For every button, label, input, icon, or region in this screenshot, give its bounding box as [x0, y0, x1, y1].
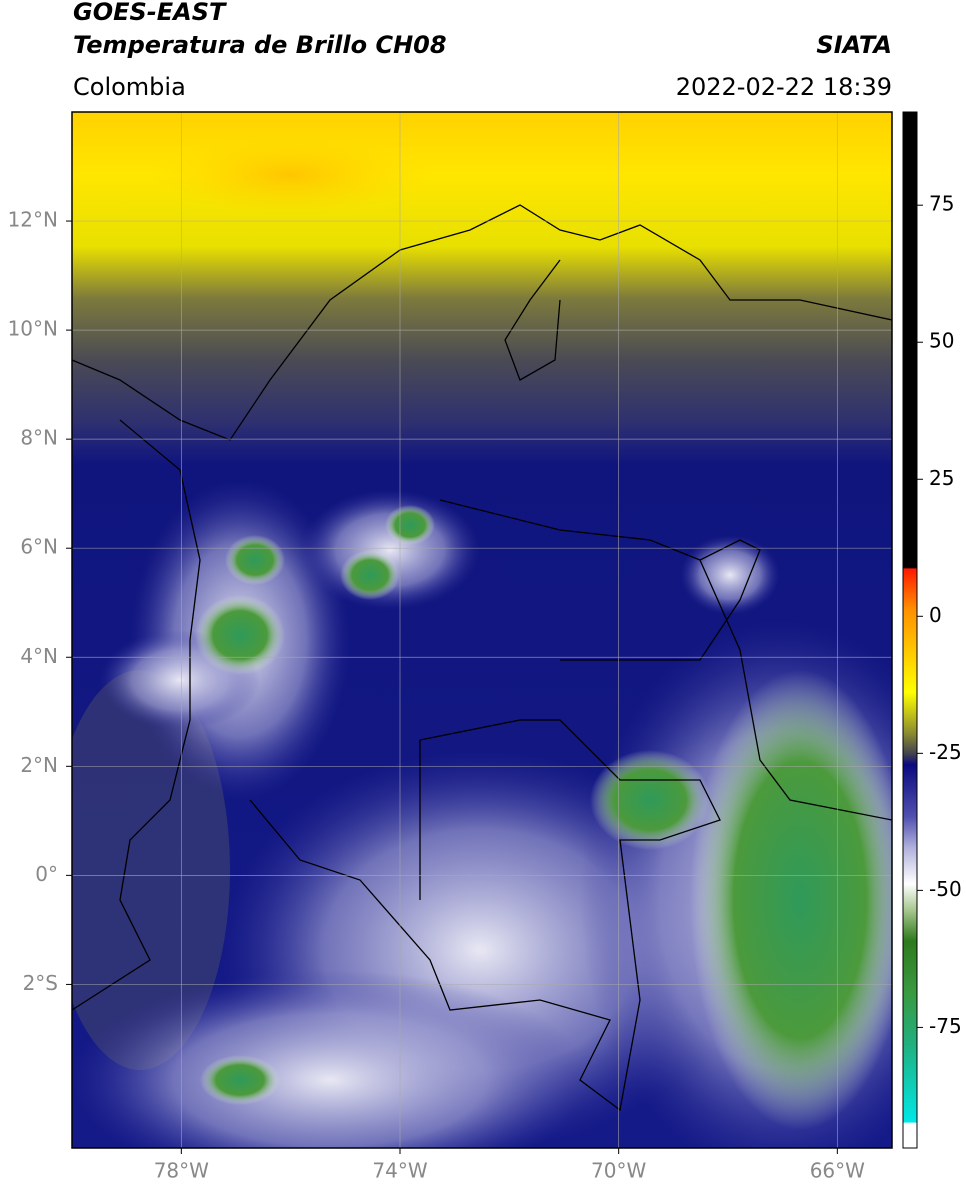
colorbar-label: 50: [929, 329, 954, 353]
x-tick-label: 70°W: [591, 1159, 646, 1183]
datetime: 2022-02-22 18:39: [676, 73, 892, 101]
y-tick-label: 10°N: [8, 317, 58, 341]
colorbar-label: -50: [929, 877, 962, 901]
y-tick-label: 4°N: [20, 644, 58, 668]
colorbar-label: -25: [929, 740, 962, 764]
colorbar-label: 0: [929, 603, 942, 627]
title: GOES-EAST: [73, 0, 227, 26]
y-tick-label: 8°N: [20, 426, 58, 450]
satellite-image: [72, 112, 892, 1148]
region: Colombia: [73, 73, 186, 101]
graticule: [72, 112, 892, 1148]
subtitle: Temperatura de Brillo CH08: [73, 31, 447, 59]
x-tick-label: 74°W: [372, 1159, 427, 1183]
colorbar: [902, 111, 918, 1149]
y-tick-label: 2°S: [23, 971, 58, 995]
y-tick-label: 6°N: [20, 535, 58, 559]
colorbar-label: -75: [929, 1014, 962, 1038]
y-tick-label: 12°N: [8, 208, 58, 232]
map-frame: [71, 111, 893, 1149]
x-tick-label: 78°W: [154, 1159, 209, 1183]
y-tick-label: 0°: [35, 862, 58, 886]
source: SIATA: [816, 31, 892, 59]
y-tick-label: 2°N: [20, 753, 58, 777]
colorbar-label: 25: [929, 466, 954, 490]
x-tick-label: 66°W: [810, 1159, 865, 1183]
colorbar-label: 75: [929, 192, 954, 216]
